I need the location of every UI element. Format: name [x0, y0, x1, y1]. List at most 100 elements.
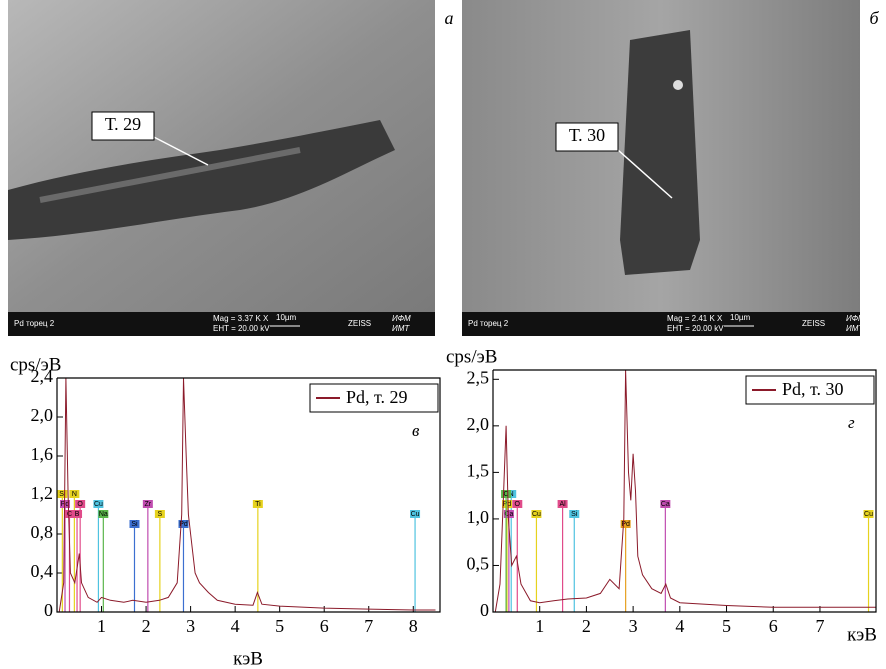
- element-label: Si: [59, 491, 66, 498]
- element-label: Pd: [61, 501, 70, 508]
- info: Pd торец 2: [468, 319, 509, 328]
- element-tag: [178, 520, 189, 528]
- axes: [56, 377, 441, 613]
- legend: Pd, т. 30: [745, 375, 875, 405]
- element-tag: [64, 510, 75, 518]
- element-tag: [531, 510, 542, 518]
- x-tick-label: 6: [320, 616, 329, 636]
- element-label: C: [67, 511, 72, 518]
- y-tick-label: 0: [44, 600, 53, 620]
- element-label: Pd: [621, 521, 630, 528]
- element-tag: [501, 490, 512, 498]
- y-tick-label: 1,5: [467, 461, 490, 481]
- x-tick-label: 3: [629, 616, 638, 636]
- element-tag: [129, 520, 140, 528]
- y-tick-label: 2,0: [31, 405, 54, 425]
- element-tag: [142, 500, 153, 508]
- element-tag: [93, 500, 104, 508]
- y-tick-label: 1,0: [467, 507, 490, 527]
- info: Pd торец 2: [14, 319, 55, 328]
- element-tag: [410, 510, 421, 518]
- x-tick-label: 4: [231, 616, 240, 636]
- x-tick-label: 1: [535, 616, 544, 636]
- logo: ИФМ: [392, 314, 411, 323]
- scale: 10µm: [730, 313, 751, 322]
- logo: ИМТ: [392, 324, 410, 333]
- y-tick-label: 2,0: [467, 414, 490, 434]
- element-tag: [863, 510, 874, 518]
- element-label: Cu: [532, 511, 541, 518]
- element-label: Si: [131, 521, 138, 528]
- x-tick-label: 7: [815, 616, 824, 636]
- logo: ИФМ: [846, 314, 865, 323]
- x-tick-label: 8: [409, 616, 418, 636]
- x-axis-label: кэВ: [233, 648, 263, 669]
- element-tag: [69, 490, 80, 498]
- x-tick-label: 5: [275, 616, 284, 636]
- spectrum-line: [58, 378, 436, 613]
- element-tag: [660, 500, 671, 508]
- element-label: B: [75, 511, 80, 518]
- element-tag: [620, 520, 631, 528]
- element-tag: [252, 500, 263, 508]
- brand: ZEISS: [348, 319, 371, 328]
- element-label: Zr: [145, 501, 152, 508]
- mag: Mag = 3.37 K X: [213, 314, 269, 323]
- eht: EHT = 20.00 kV: [667, 324, 724, 333]
- element-markers: Si Pd C NOB Cu Na Si Zr S Pd Ti Cu: [57, 490, 421, 612]
- legend-label: Pd, т. 29: [346, 387, 408, 407]
- y-tick-label: 1,6: [31, 444, 54, 464]
- element-label: Ca: [504, 511, 513, 518]
- element-tag: [98, 510, 109, 518]
- sem-image: [8, 0, 435, 336]
- element-tag: [569, 510, 580, 518]
- callout: Т. 30: [569, 125, 605, 145]
- scale: 10µm: [276, 313, 297, 322]
- eht: EHT = 20.00 kV: [213, 324, 270, 333]
- legend: Pd, т. 29: [309, 383, 439, 413]
- y-tick-label: 2,5: [467, 367, 490, 387]
- element-tag: [75, 500, 86, 508]
- y-axis-label: cps/эВ: [446, 346, 497, 367]
- element-tag: [72, 510, 83, 518]
- x-tick-label: 2: [582, 616, 591, 636]
- element-label: Cu: [94, 501, 103, 508]
- y-axis-label: cps/эВ: [10, 354, 61, 375]
- element-label: Al: [559, 501, 566, 508]
- x-tick-label: 7: [364, 616, 373, 636]
- x-tick-label: 6: [769, 616, 778, 636]
- logo: ИМТ: [846, 324, 864, 333]
- panel-letter: в: [412, 421, 420, 440]
- element-tag: [502, 500, 513, 508]
- x-tick-label: 1: [97, 616, 106, 636]
- element-markers: N Pd Ca CO Cu Al Si Pd Ca Cu: [501, 490, 874, 612]
- panel-letter: б: [869, 8, 879, 28]
- element-label: O: [515, 501, 521, 508]
- element-label: S: [158, 511, 163, 518]
- sem-image: [462, 0, 860, 336]
- element-label: Cu: [864, 511, 873, 518]
- x-tick-label: 2: [142, 616, 151, 636]
- element-label: Ca: [661, 501, 670, 508]
- brand: ZEISS: [802, 319, 825, 328]
- element-label: N: [509, 491, 514, 498]
- element-tag: [57, 490, 68, 498]
- x-tick-label: 5: [722, 616, 731, 636]
- element-tag: [154, 510, 165, 518]
- element-tag: [503, 510, 514, 518]
- panel-letter: г: [848, 413, 855, 432]
- y-tick-label: 1,2: [31, 483, 54, 503]
- legend-label: Pd, т. 30: [782, 379, 844, 399]
- axes: [492, 369, 877, 613]
- x-tick-label: 4: [675, 616, 684, 636]
- element-label: Pd: [179, 521, 188, 528]
- spectrum-line: [494, 370, 876, 613]
- element-label: N: [72, 491, 77, 498]
- element-label: O: [77, 501, 83, 508]
- x-tick-label: 3: [186, 616, 195, 636]
- y-tick-label: 0,4: [31, 561, 54, 581]
- element-tag: [557, 500, 568, 508]
- element-label: Ti: [255, 501, 261, 508]
